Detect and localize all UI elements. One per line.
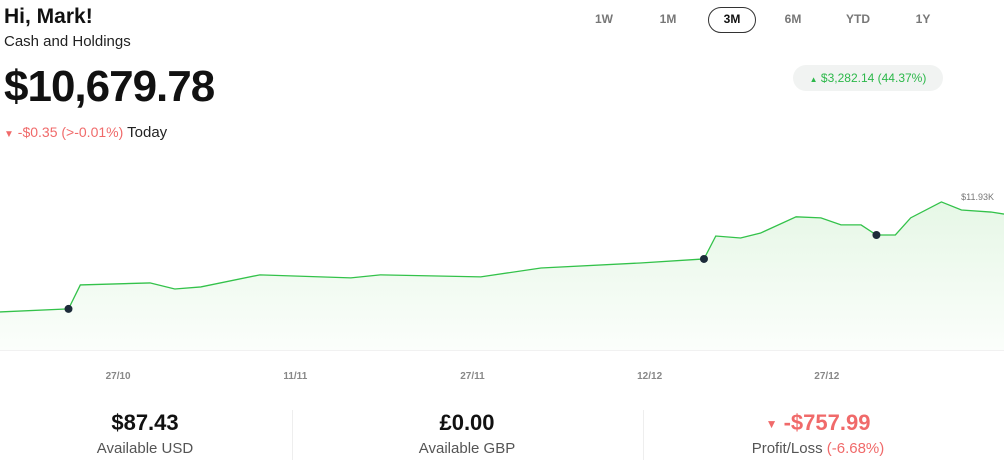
summary-pct: (-6.68%)	[826, 440, 885, 457]
x-tick-label: 11/11	[283, 371, 307, 382]
marker	[872, 230, 881, 239]
divider	[292, 410, 293, 460]
today-change-row: ▼ -$0.35 (>-0.01%) Today	[4, 124, 167, 141]
period-change: $3,282.14 (44.37%)	[820, 71, 927, 85]
balance: $10,679.78	[4, 62, 215, 111]
today-label: Today	[127, 124, 168, 141]
range-button[interactable]: YTD	[846, 12, 870, 26]
x-tick-label: 27/11	[460, 371, 485, 382]
period-change-badge: ▲ $3,282.14 (44.37%)	[793, 65, 943, 91]
range-button[interactable]: 1Y	[915, 12, 931, 26]
summary-gbp: £0.00 Available GBP	[322, 410, 612, 457]
summary-value: $87.43	[111, 410, 179, 435]
down-arrow: ▼	[765, 417, 778, 432]
summary-value: £0.00	[439, 410, 495, 435]
marker	[699, 254, 708, 263]
summary-label: Available GBP	[418, 440, 516, 457]
range-button[interactable]: 1M	[659, 12, 677, 26]
x-tick-label: 27/12	[814, 371, 839, 382]
line	[0, 201, 1004, 313]
up-arrow: ▲	[809, 75, 818, 84]
marker	[64, 304, 73, 313]
x-tick-label: 27/10	[106, 371, 131, 382]
subtitle: Cash and Holdings	[4, 33, 131, 50]
summary-usd: $87.43 Available USD	[0, 410, 290, 457]
range-button[interactable]: 6M	[784, 12, 802, 26]
area	[0, 201, 1004, 350]
divider	[643, 410, 644, 460]
x-tick-label: 12/12	[637, 371, 662, 382]
today-change: -$0.35	[17, 124, 58, 140]
down-arrow: ▼	[4, 129, 14, 140]
summary-value: -$757.99	[783, 410, 871, 435]
range-button[interactable]: 3M	[708, 7, 756, 33]
today-pct: (>-0.01%)	[61, 124, 124, 140]
summary-label: Profit/Loss	[751, 440, 823, 457]
summary-label: Available USD	[96, 440, 194, 457]
greeting: Hi, Mark!	[4, 5, 93, 28]
range-button[interactable]: 1W	[595, 12, 613, 26]
chart: $7.37K$9.65K$11.93K27/1011/1127/1112/122…	[0, 192, 1004, 382]
y-tick-label: $11.93K	[961, 192, 994, 202]
summary-pl: ▼ -$757.99 Profit/Loss (-6.68%)	[673, 410, 963, 457]
